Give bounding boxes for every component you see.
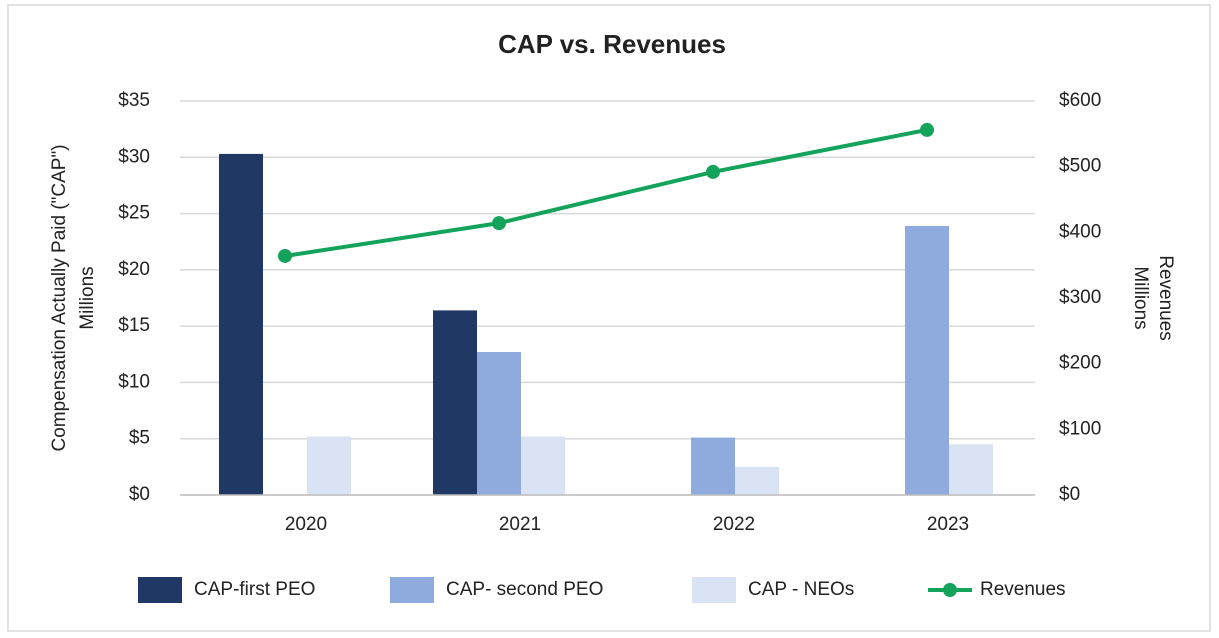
y-axis-units: Millions [77,266,98,329]
line-point [278,248,292,263]
bar [949,444,993,495]
chart-border [7,4,1211,632]
x-tick-label: 2022 [713,514,755,535]
bar [477,352,521,495]
bar [307,436,351,495]
y2-tick-label: $400 [1059,221,1101,242]
y-axis-label: Compensation Actually Paid ("CAP") [49,144,70,451]
legend-swatch [943,583,957,597]
y-tick-label: $25 [118,203,150,224]
line-point [492,216,506,231]
bar [735,466,779,495]
legend-swatch [390,577,434,603]
y-tick-label: $35 [118,90,150,111]
legend-swatch [138,577,182,603]
y2-tick-label: $300 [1059,287,1101,308]
chart-title: CAP vs. Revenues [498,29,726,59]
bar [433,310,477,495]
y-tick-label: $0 [129,484,150,505]
line [284,127,928,258]
bar [521,436,565,495]
bar [219,153,263,495]
legend-label: CAP- second PEO [446,579,603,600]
legend-label: CAP - NEOs [748,579,854,600]
line-point [920,122,934,137]
x-tick-label: 2023 [927,514,969,535]
y-tick-label: $30 [118,146,150,167]
y2-axis-label: Revenues [1155,255,1176,341]
bar [691,437,735,495]
y-tick-label: $10 [118,371,150,392]
line-point [706,164,720,179]
x-tick-label: 2021 [499,514,541,535]
legend-label: CAP-first PEO [194,579,315,600]
y2-tick-label: $200 [1059,353,1101,374]
y-tick-label: $20 [118,259,150,280]
y2-tick-label: $600 [1059,90,1101,111]
y-tick-label: $15 [118,315,150,336]
y2-tick-label: $500 [1059,156,1101,177]
y2-tick-label: $100 [1059,418,1101,439]
y2-tick-label: $0 [1059,484,1080,505]
legend-label: Revenues [980,579,1066,600]
legend-swatch [692,577,736,603]
x-tick-label: 2020 [285,514,327,535]
y2-axis-units: Millions [1130,266,1151,329]
bar [905,225,949,495]
y-tick-label: $5 [129,428,150,449]
